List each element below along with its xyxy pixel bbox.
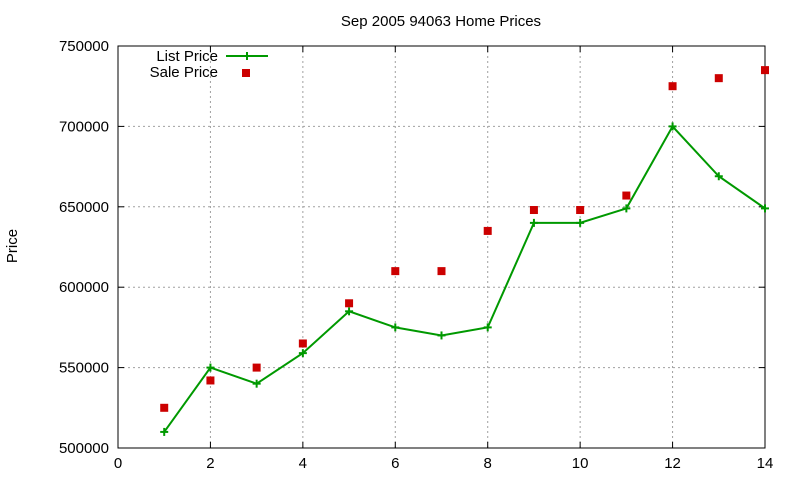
legend-item-list-price: List Price bbox=[156, 48, 268, 65]
x-tick-label: 8 bbox=[484, 455, 492, 472]
legend-item-sale-price: Sale Price bbox=[150, 64, 250, 81]
axes: 0 2 4 6 8 10 12 14 500000 550000 600000 650000 70000… bbox=[59, 38, 773, 472]
sale-price-point bbox=[206, 376, 215, 385]
legend-label: Sale Price bbox=[150, 64, 218, 81]
sale-price-point bbox=[252, 363, 261, 372]
x-tick-label: 0 bbox=[114, 455, 122, 472]
list-price-point bbox=[252, 379, 261, 388]
sale-price-point bbox=[437, 267, 446, 276]
sale-price-point bbox=[714, 74, 723, 83]
x-tick-label: 12 bbox=[664, 455, 681, 472]
list-price-point bbox=[622, 204, 631, 213]
list-price-point bbox=[529, 218, 538, 227]
sale-price-point bbox=[761, 66, 769, 75]
y-tick-label: 500000 bbox=[59, 440, 109, 457]
grid bbox=[118, 46, 765, 448]
legend-marker bbox=[243, 52, 251, 60]
x-tick-label: 2 bbox=[206, 455, 214, 472]
sale-price-point bbox=[160, 403, 169, 412]
y-tick-label: 700000 bbox=[59, 118, 109, 135]
sale-price-point bbox=[622, 191, 631, 200]
plot-frame bbox=[117, 45, 766, 449]
list-price-point bbox=[391, 323, 400, 332]
sale-price-point bbox=[391, 267, 400, 276]
list-price-point bbox=[437, 331, 446, 340]
list-price-point bbox=[576, 218, 585, 227]
legend-label: List Price bbox=[156, 48, 218, 65]
list-price-point bbox=[761, 204, 769, 213]
series-list-price bbox=[160, 122, 769, 436]
x-tick-label: 10 bbox=[572, 455, 589, 472]
x-tick-label: 14 bbox=[757, 455, 774, 472]
sale-price-point bbox=[298, 339, 307, 348]
list-price-point bbox=[483, 323, 492, 332]
list-price-point bbox=[206, 363, 215, 372]
y-tick-label: 600000 bbox=[59, 279, 109, 296]
plot-series bbox=[160, 66, 769, 436]
y-tick-label: 550000 bbox=[59, 360, 109, 377]
list-price-point bbox=[160, 427, 169, 436]
chart-title: Sep 2005 94063 Home Prices bbox=[341, 13, 541, 30]
sale-price-point bbox=[345, 299, 354, 308]
x-tick-label: 4 bbox=[299, 455, 307, 472]
list-price-line bbox=[163, 124, 766, 433]
list-price-point bbox=[298, 349, 307, 358]
sale-price-point bbox=[529, 206, 538, 215]
sale-price-point bbox=[668, 82, 677, 91]
list-price-point bbox=[345, 307, 354, 316]
series-sale-price bbox=[160, 66, 769, 412]
legend-marker bbox=[242, 69, 250, 77]
list-price-point bbox=[714, 172, 723, 181]
x-tick-label: 6 bbox=[391, 455, 399, 472]
y-tick-label: 750000 bbox=[59, 38, 109, 55]
list-price-point bbox=[668, 122, 677, 131]
sale-price-point bbox=[483, 226, 492, 235]
y-axis-label: Price bbox=[4, 229, 21, 263]
y-tick-label: 650000 bbox=[59, 199, 109, 216]
sale-price-point bbox=[576, 206, 585, 215]
